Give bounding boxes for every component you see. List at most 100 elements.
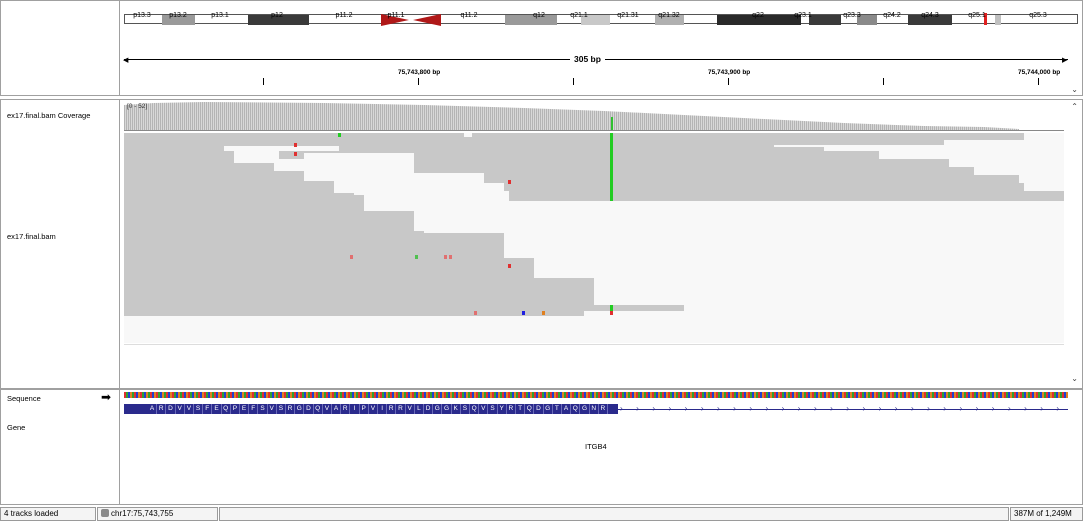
band-label: p13.1 (211, 12, 229, 19)
mismatch-base[interactable] (294, 143, 297, 147)
amino-acid: V (479, 404, 489, 414)
band-label: q22 (752, 12, 764, 19)
coverage-track[interactable]: [0 - 52] (124, 101, 1064, 131)
arrow-right-icon: ▶ (1062, 57, 1068, 64)
amino-acid: V (267, 404, 277, 414)
mismatch-base[interactable] (415, 255, 418, 259)
tick-label: 75,744,000 bp (1018, 69, 1061, 76)
band-label: q23.1 (794, 12, 812, 19)
mismatch-base[interactable] (444, 255, 447, 259)
chevron-up-icon[interactable]: ⌃ (1071, 102, 1078, 111)
feature-name-panel: Sequence ➡ Gene (0, 389, 120, 505)
amino-acid: S (460, 404, 470, 414)
amino-acid: Q (221, 404, 231, 414)
mismatch-base[interactable] (449, 255, 452, 259)
mismatch-base[interactable] (294, 152, 297, 156)
amino-acid: V (322, 404, 332, 414)
amino-acid: T (552, 404, 562, 414)
sequence-track-name[interactable]: Sequence (7, 394, 41, 403)
amino-acid: R (341, 404, 351, 414)
header-panel: p13.3 p13.2 p13.1 p12 p11.2 p11.1 q11.2 … (119, 0, 1083, 96)
strand-arrow-icon[interactable]: ➡ (101, 390, 112, 404)
read[interactable] (329, 159, 949, 167)
tick-label: 75,743,800 bp (398, 69, 441, 76)
gene-strand-arrows: ›››››››››››››››››››››››››››››››› (620, 404, 1068, 413)
band-label: q25.3 (1029, 12, 1047, 19)
coverage-track-name[interactable]: ex17.final.bam Coverage (7, 111, 91, 120)
feature-panel: ›››››››››››››››››››››››››››››››› ITGB4 A… (119, 389, 1083, 505)
amino-acid: R (387, 404, 397, 414)
current-locus-marker (984, 13, 987, 25)
mismatch-base[interactable] (610, 311, 613, 315)
mismatch-base[interactable] (350, 255, 353, 259)
amino-acid: Q (313, 404, 323, 414)
amino-acid: G (543, 404, 553, 414)
read[interactable] (124, 283, 584, 316)
sequence-track[interactable] (124, 392, 1068, 398)
read[interactable] (534, 305, 684, 311)
amino-acid: K (451, 404, 461, 414)
band-label: q21.32 (658, 12, 680, 19)
amino-acid: I (378, 404, 388, 414)
gene-label[interactable]: ITGB4 (585, 442, 607, 451)
mismatch-base[interactable] (542, 311, 545, 315)
mismatch-base[interactable] (508, 264, 511, 268)
mismatch-base[interactable] (474, 311, 477, 315)
coverage-range-label: [0 - 52] (127, 103, 148, 110)
read[interactable] (509, 191, 1064, 201)
read[interactable] (224, 147, 824, 151)
gene-track-name[interactable]: Gene (7, 423, 26, 432)
read[interactable] (124, 151, 234, 231)
amino-acid: D (534, 404, 544, 414)
amino-acid: N (589, 404, 599, 414)
data-name-panel: ex17.final.bam Coverage ex17.final.bam (0, 99, 120, 389)
chevron-down-icon[interactable]: ⌄ (1071, 374, 1078, 383)
read[interactable] (124, 140, 944, 145)
amino-acid: P (359, 404, 369, 414)
amino-acid: G (433, 404, 443, 414)
amino-acid: V (405, 404, 415, 414)
amino-acid: R (286, 404, 296, 414)
amino-acid: L (414, 404, 424, 414)
read[interactable] (279, 151, 879, 159)
read[interactable] (234, 163, 274, 223)
mismatch-base[interactable] (610, 305, 613, 311)
tick-label: 75,743,900 bp (708, 69, 751, 76)
mismatch-base[interactable] (522, 311, 525, 315)
band-label: p13.2 (169, 12, 187, 19)
span-label: 305 bp (570, 54, 605, 64)
amino-acid: R (157, 404, 167, 414)
status-memory[interactable]: 387M of 1,249M (1010, 507, 1083, 521)
amino-acid: P (230, 404, 240, 414)
ruler-tick-labels: 75,743,800 bp 75,743,900 bp 75,744,000 b… (120, 69, 1080, 89)
read[interactable] (504, 183, 1024, 191)
alignment-reads-area[interactable] (124, 133, 1064, 343)
amino-acid: G (295, 404, 305, 414)
band-label: p11.1 (387, 12, 405, 19)
amino-acid: S (488, 404, 498, 414)
locus-icon (101, 509, 109, 517)
mismatch-base[interactable] (508, 180, 511, 184)
read[interactable] (124, 133, 1024, 140)
read[interactable] (389, 175, 1019, 183)
alignment-track-name[interactable]: ex17.final.bam (7, 232, 56, 241)
mismatch-base[interactable] (610, 133, 613, 201)
amino-acid: Y (497, 404, 507, 414)
band-label: q24.3 (921, 12, 939, 19)
amino-acid: Q (525, 404, 535, 414)
status-locus-box: chr17:75,743,755 (97, 507, 218, 521)
read[interactable] (354, 167, 974, 175)
amino-acid: S (194, 404, 204, 414)
band-label: p12 (271, 12, 283, 19)
chevron-down-icon[interactable]: ⌄ (1071, 85, 1078, 94)
band-label: q21.1 (570, 12, 588, 19)
band-labels: p13.3 p13.2 p13.1 p12 p11.2 p11.1 q11.2 … (124, 1, 1078, 41)
amino-acid: Q (571, 404, 581, 414)
status-tracks-loaded: 4 tracks loaded (0, 507, 96, 521)
band-label: q12 (533, 12, 545, 19)
centromere-icon (381, 14, 441, 26)
chromosome-ideogram[interactable] (124, 13, 1078, 26)
amino-acid: A (332, 404, 342, 414)
mismatch-base[interactable] (338, 133, 341, 137)
band-label: p13.3 (133, 12, 151, 19)
